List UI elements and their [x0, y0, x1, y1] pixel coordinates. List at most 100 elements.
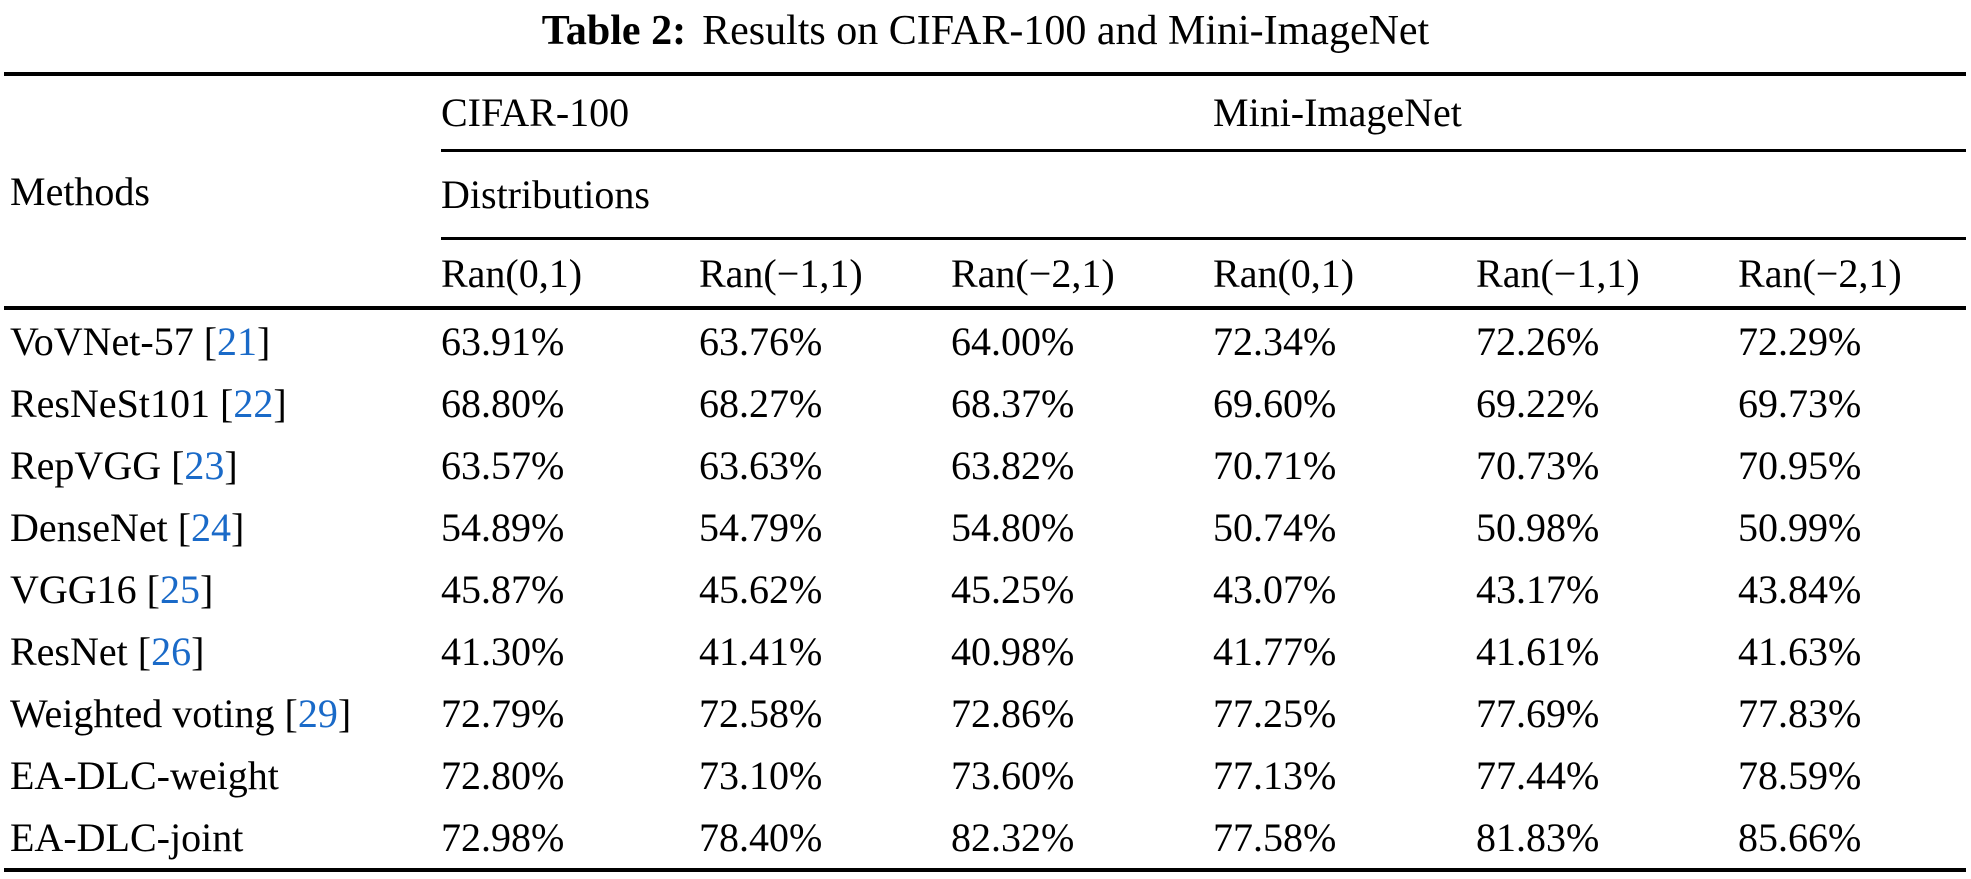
table-row: VGG16 [25] 45.87% 45.62% 45.25% 43.07% 4… — [4, 558, 1966, 620]
table-row: ResNeSt101 [22] 68.80% 68.27% 68.37% 69.… — [4, 372, 1966, 434]
result-value: 45.62% — [699, 566, 823, 612]
distributions-row: Distributions — [4, 150, 1967, 240]
citation-open-bracket: [ — [137, 628, 152, 674]
column-header-mini-ran-0-1: Ran(0,1) — [1213, 250, 1355, 296]
methods-header: Methods — [10, 168, 150, 214]
result-value: 77.58% — [1213, 814, 1337, 860]
column-header-row: Ran(0,1) Ran(−1,1) Ran(−2,1) Ran(0,1) Ra… — [4, 239, 1966, 309]
column-header-mini-ran-m1-1: Ran(−1,1) — [1476, 250, 1640, 296]
citation-ref: [25] — [137, 567, 214, 612]
result-value: 54.80% — [951, 504, 1075, 550]
citation-close-bracket: ] — [257, 318, 271, 364]
result-value: 50.74% — [1213, 504, 1337, 550]
table-row: ResNet [26] 41.30% 41.41% 40.98% 41.77% … — [4, 620, 1966, 682]
table-row: RepVGG [23] 63.57% 63.63% 63.82% 70.71% … — [4, 434, 1966, 496]
result-value: 69.60% — [1213, 380, 1337, 426]
result-value: 85.66% — [1738, 814, 1862, 860]
result-value: 72.58% — [699, 690, 823, 736]
table-row: EA-DLC-joint 72.98% 78.40% 82.32% 77.58%… — [4, 806, 1966, 870]
result-value: 63.82% — [951, 442, 1075, 488]
result-value: 69.22% — [1476, 380, 1600, 426]
result-value: 50.98% — [1476, 504, 1600, 550]
citation-open-bracket: [ — [146, 566, 160, 612]
method-name: VoVNet-57 — [10, 318, 194, 364]
group-header-row: Methods CIFAR-100 Mini-ImageNet — [4, 74, 1967, 214]
result-value: 72.80% — [441, 752, 565, 798]
result-value: 68.27% — [699, 380, 823, 426]
method-name: VGG16 — [10, 566, 137, 612]
citation-open-bracket: [ — [220, 380, 234, 426]
citation-ref: [29] — [275, 691, 352, 736]
column-header-cifar-ran-m1-1: Ran(−1,1) — [699, 250, 863, 296]
result-value: 41.77% — [1213, 628, 1337, 674]
table-row: VoVNet-57 [21] 63.91% 63.76% 64.00% 72.3… — [4, 308, 1966, 372]
result-value: 77.13% — [1213, 752, 1337, 798]
method-name: RepVGG — [10, 442, 162, 488]
result-value: 72.29% — [1738, 318, 1862, 364]
citation-open-bracket: [ — [171, 442, 185, 488]
method-cell: EA-DLC-weight — [4, 744, 441, 806]
distributions-header: Distributions — [441, 150, 1967, 240]
method-cell: Weighted voting [29] — [4, 682, 441, 744]
result-value: 63.91% — [441, 318, 565, 364]
method-cell: DenseNet [24] — [4, 496, 441, 558]
citation-link[interactable]: 24 — [191, 504, 232, 550]
method-cell: VoVNet-57 [21] — [4, 308, 441, 372]
citation-close-bracket: ] — [200, 566, 214, 612]
result-value: 70.73% — [1476, 442, 1600, 488]
method-cell: ResNeSt101 [22] — [4, 372, 441, 434]
result-value: 68.80% — [441, 380, 565, 426]
result-value: 77.69% — [1476, 690, 1600, 736]
result-value: 45.25% — [951, 566, 1075, 612]
table-row: EA-DLC-weight 72.80% 73.10% 73.60% 77.13… — [4, 744, 1966, 806]
citation-ref: [23] — [161, 443, 238, 488]
citation-link[interactable]: 22 — [233, 380, 274, 426]
citation-link[interactable]: 25 — [160, 566, 200, 612]
result-value: 82.32% — [951, 814, 1075, 860]
results-table: Methods CIFAR-100 Mini-ImageNet Distribu… — [4, 72, 1967, 872]
method-cell: VGG16 [25] — [4, 558, 441, 620]
result-value: 72.98% — [441, 814, 565, 860]
result-value: 63.57% — [441, 442, 565, 488]
result-value: 69.73% — [1738, 380, 1862, 426]
result-value: 73.10% — [699, 752, 823, 798]
result-value: 72.34% — [1213, 318, 1337, 364]
citation-link[interactable]: 26 — [151, 628, 192, 674]
column-header-cifar-ran-m2-1: Ran(−2,1) — [951, 250, 1115, 296]
table-caption-text: Results on CIFAR-100 and Mini-ImageNet — [702, 8, 1430, 54]
method-name: Weighted voting — [10, 690, 275, 736]
result-value: 54.89% — [441, 504, 565, 550]
result-value: 81.83% — [1476, 814, 1600, 860]
result-value: 43.84% — [1738, 566, 1862, 612]
column-header-cifar-ran-0-1: Ran(0,1) — [441, 250, 583, 296]
citation-ref: [26] — [128, 629, 205, 674]
result-value: 41.63% — [1738, 628, 1862, 674]
citation-ref: [24] — [168, 505, 245, 550]
method-name: DenseNet — [10, 504, 168, 550]
result-value: 68.37% — [951, 380, 1075, 426]
result-value: 45.87% — [441, 566, 565, 612]
result-value: 70.71% — [1213, 442, 1337, 488]
citation-open-bracket: [ — [203, 318, 218, 364]
table-header: Methods CIFAR-100 Mini-ImageNet Distribu… — [4, 74, 1967, 309]
citation-close-bracket: ] — [337, 690, 352, 736]
result-value: 41.61% — [1476, 628, 1600, 674]
result-value: 41.41% — [699, 628, 823, 674]
result-value: 72.79% — [441, 690, 565, 736]
result-value: 70.95% — [1738, 442, 1862, 488]
method-name: EA-DLC-weight — [10, 752, 279, 798]
result-value: 72.86% — [951, 690, 1075, 736]
citation-link[interactable]: 23 — [184, 442, 225, 488]
citation-link[interactable]: 21 — [217, 318, 258, 364]
result-value: 40.98% — [951, 628, 1075, 674]
result-value: 43.07% — [1213, 566, 1337, 612]
method-name: ResNeSt101 — [10, 380, 210, 426]
table-row: DenseNet [24] 54.89% 54.79% 54.80% 50.74… — [4, 496, 1966, 558]
citation-ref: [22] — [210, 381, 287, 426]
result-value: 50.99% — [1738, 504, 1862, 550]
citation-close-bracket: ] — [231, 504, 245, 550]
citation-link[interactable]: 29 — [297, 690, 338, 736]
result-value: 77.44% — [1476, 752, 1600, 798]
group-header-mini-imagenet: Mini-ImageNet — [1213, 74, 1967, 152]
